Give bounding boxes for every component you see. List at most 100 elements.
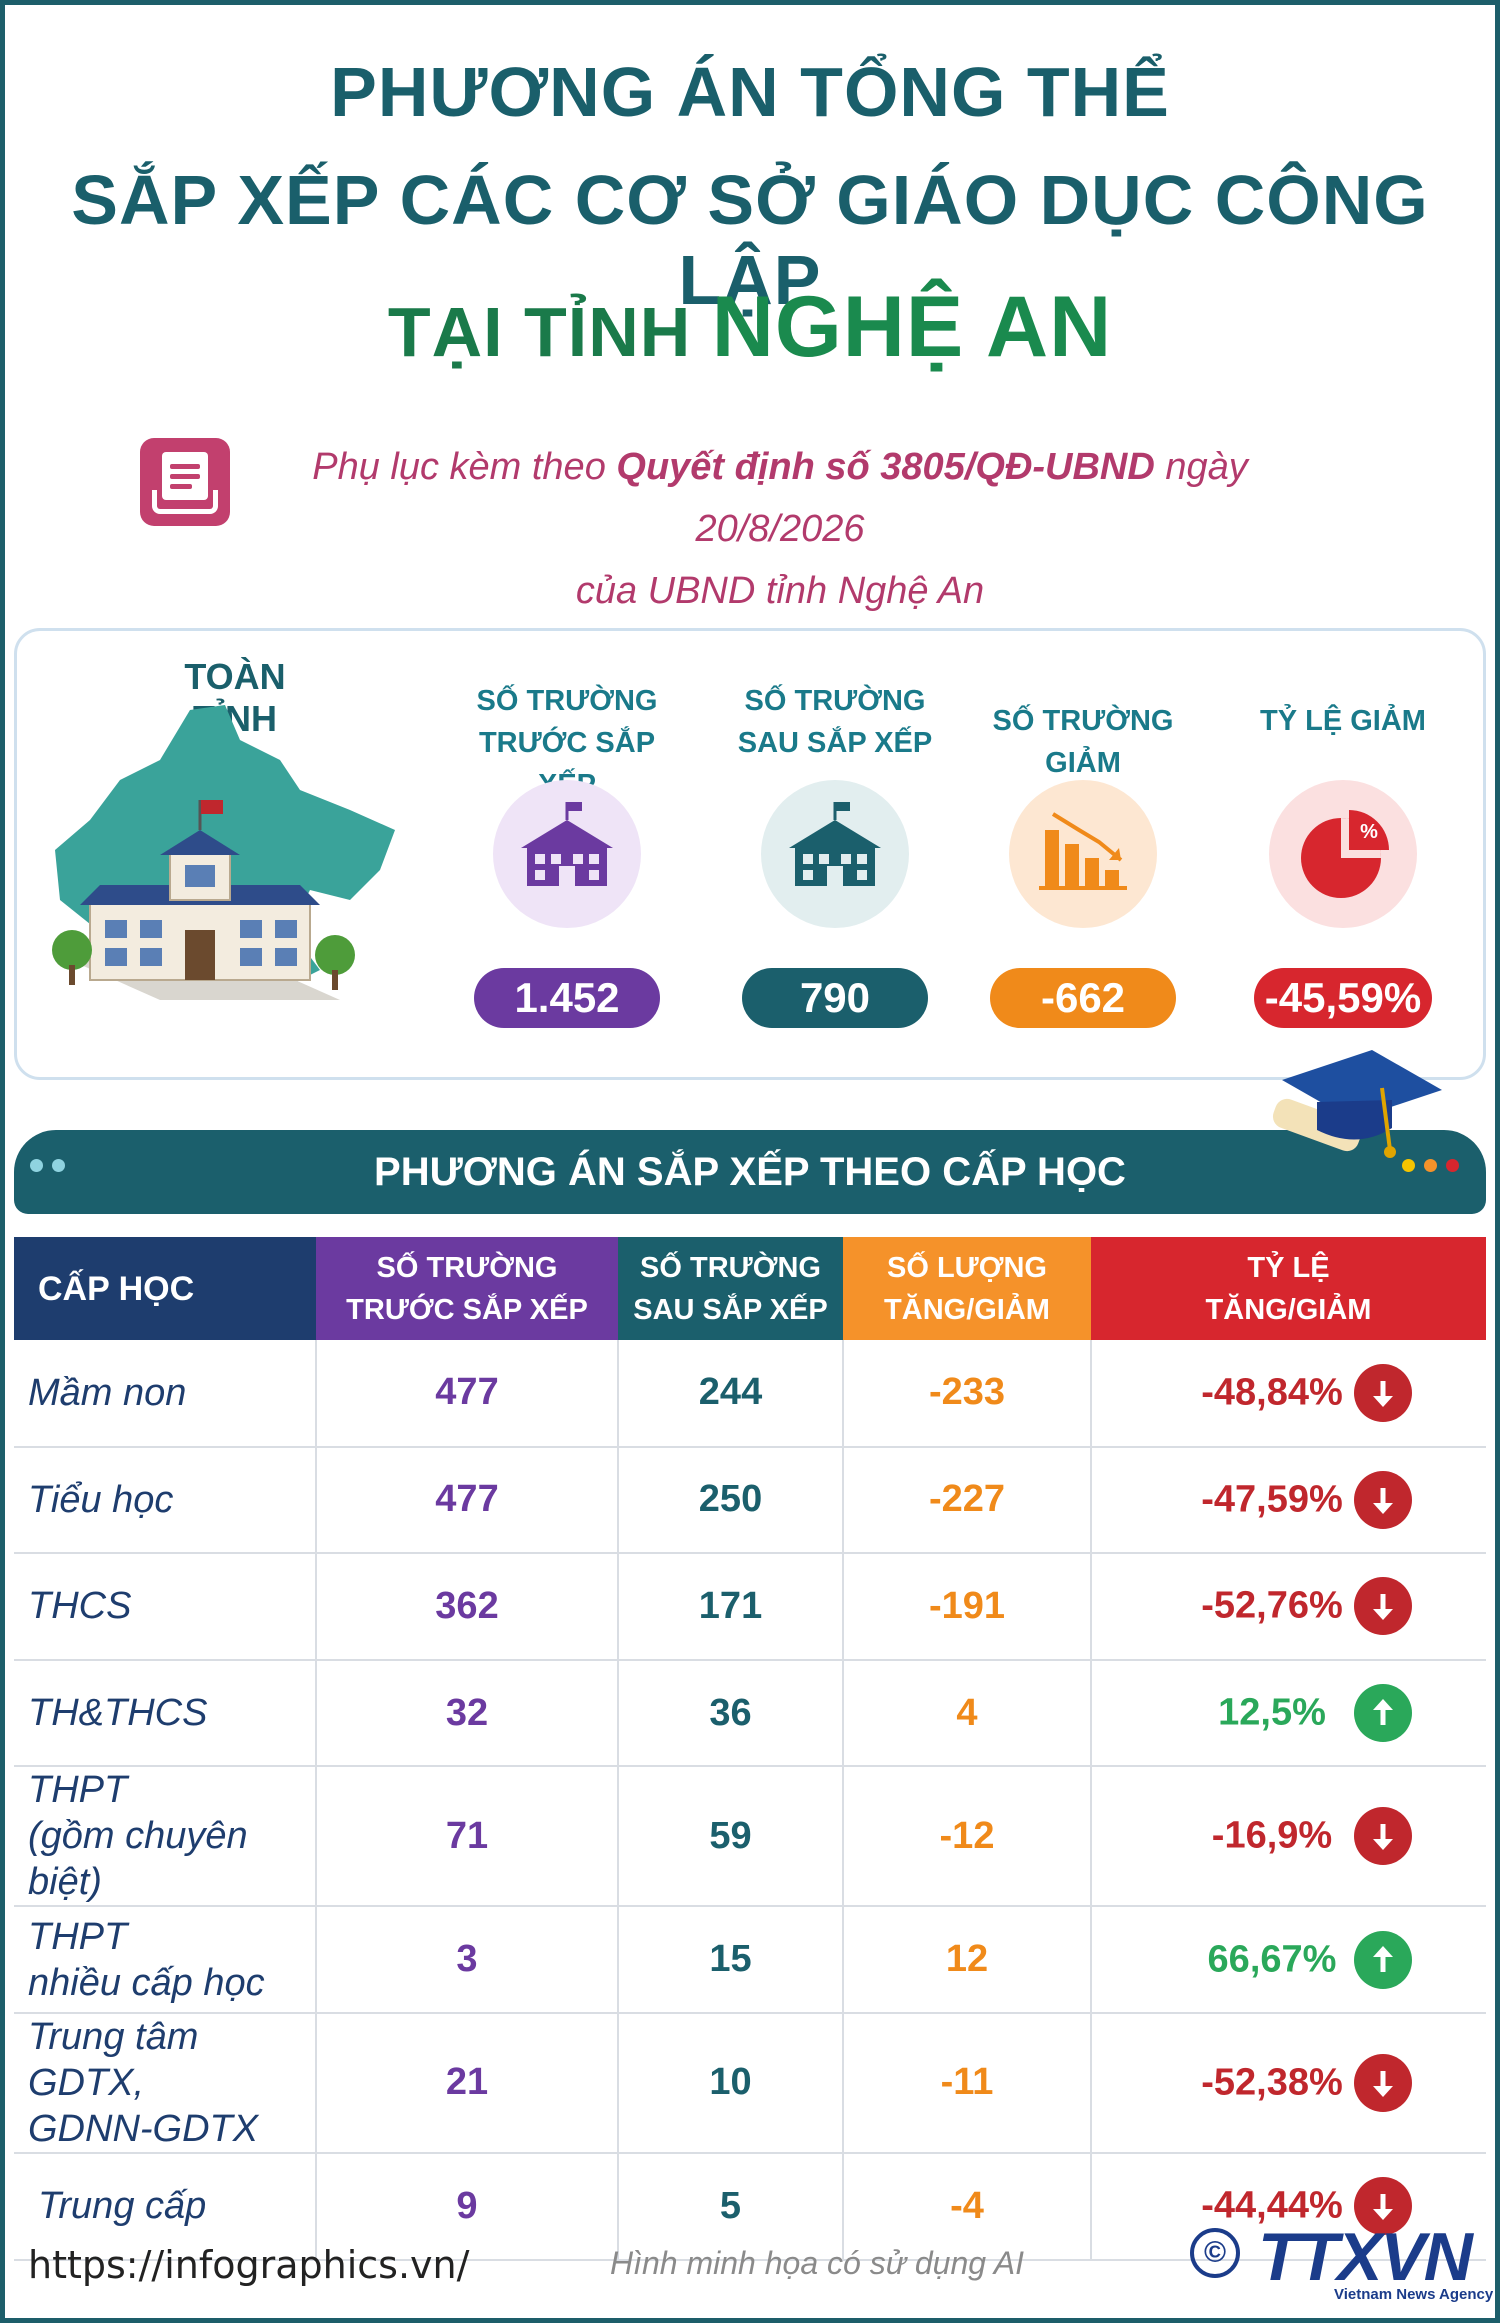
arrow-up-icon [1354,1930,1412,1989]
row-before: 477 [316,1446,619,1555]
row-after: 250 [618,1446,844,1555]
row-before: 21 [316,2012,619,2154]
row-level-name: Trung cấp [14,2152,317,2261]
stat-rate-label: TỶ LỆ GIẢM [1260,705,1426,737]
row-delta: -12 [843,1766,1092,1908]
row-after: 244 [618,1340,844,1448]
table-row: Tiểu học 477 250 -227 -47,59% [14,1446,1486,1555]
stat-reduction-label: SỐ TRƯỜNG GIẢM [992,705,1174,779]
row-rate: 12,5% [1091,1659,1486,1768]
row-delta: 4 [843,1659,1092,1768]
footer-ai-note: Hình minh họa có sử dụng AI [610,2245,1024,2281]
subtitle-date: ngày 20/8/2026 [695,446,1248,550]
row-delta: -191 [843,1553,1092,1661]
row-level-name: THCS [14,1553,317,1661]
document-icon [140,438,230,526]
row-before: 362 [316,1553,619,1661]
subtitle: Phụ lục kèm theo Quyết định số 3805/QĐ-U… [230,436,1330,622]
header-delta: SỐ LƯỢNG TĂNG/GIẢM [843,1237,1091,1340]
stat-rate: TỶ LỆ GIẢM % -45,59% [1228,680,1458,1028]
decor-dot [1402,1159,1415,1172]
stat-before-value: 1.452 [474,968,660,1028]
school-icon [493,780,641,928]
province-map-illustration [50,700,400,1040]
stat-rate-value: -45,59% [1254,968,1432,1028]
copyright-icon: © [1190,2228,1240,2278]
subtitle-decision: Quyết định số 3805/QĐ-UBND [616,446,1155,488]
table-header-row: CẤP HỌC SỐ TRƯỜNG TRƯỚC SẮP XẾP SỐ TRƯỜNG… [14,1237,1486,1340]
row-delta: -233 [843,1340,1092,1448]
row-after: 5 [618,2152,844,2261]
row-rate: -48,84% [1091,1340,1486,1448]
stat-after-label: SỐ TRƯỜNG SAU SẮP XẾP [737,685,933,759]
row-level-name: Trung tâm GDTX, GDNN-GDTX [14,2012,317,2154]
ttxvn-logo: TTXVN [1258,2219,1473,2295]
rate-value: -44,44% [1201,2184,1343,2227]
stat-after-value: 790 [742,968,928,1028]
title-line-2: SẮP XẾP CÁC CƠ SỞ GIÁO DỤC CÔNG LẬP [71,161,1429,319]
row-after: 15 [618,1906,844,2014]
table-row: THPT nhiều cấp học 3 15 12 66,67% [14,1906,1486,2014]
title-prefix: TẠI TỈNH [387,293,692,371]
arrow-down-icon [1354,1470,1412,1529]
subtitle-line-2: của UBND tỉnh Nghệ An [575,570,985,612]
arrow-down-icon [1354,2177,1412,2236]
header-before: SỐ TRƯỜNG TRƯỚC SẮP XẾP [316,1237,618,1340]
row-delta: -227 [843,1446,1092,1555]
title-province: NGHỆ AN [711,279,1113,375]
row-after: 171 [618,1553,844,1661]
rate-value: -47,59% [1201,1478,1343,1521]
rate-value: -48,84% [1201,1371,1343,1414]
title-line-1: PHƯƠNG ÁN TỔNG THỂ [330,53,1170,131]
row-before: 477 [316,1340,619,1448]
row-level-name: THPT (gồm chuyên biệt) [14,1766,317,1908]
title-line-3: TẠI TỈNH NGHỆ AN [0,278,1500,377]
header-level: CẤP HỌC [14,1237,316,1340]
row-delta: 12 [843,1906,1092,2014]
row-rate: -16,9% [1091,1766,1486,1908]
stat-reduction: SỐ TRƯỜNG GIẢM -662 [968,680,1198,1028]
row-level-name: THPT nhiều cấp học [14,1906,317,2014]
row-before: 71 [316,1766,619,1908]
education-level-table: CẤP HỌC SỐ TRƯỜNG TRƯỚC SẮP XẾP SỐ TRƯỜNG… [14,1237,1486,2261]
svg-text:%: % [1360,821,1378,843]
row-after: 59 [618,1766,844,1908]
pie-percent-icon: % [1269,780,1417,928]
decor-dot [1424,1159,1437,1172]
arrow-down-icon [1354,1577,1412,1636]
section-header-bar [14,1130,1486,1214]
footer-url[interactable]: https://infographics.vn/ [28,2243,470,2287]
rate-value: -52,38% [1201,2061,1343,2104]
row-before: 32 [316,1659,619,1768]
bar-chart-down-icon [1009,780,1157,928]
row-rate: -47,59% [1091,1446,1486,1555]
table-row: Trung cấp 9 5 -4 -44,44% [14,2152,1486,2261]
arrow-up-icon [1354,1684,1412,1743]
row-rate: -52,76% [1091,1553,1486,1661]
ttxvn-logo-subtitle: Vietnam News Agency [1334,2286,1494,2303]
rate-value: -16,9% [1211,1814,1333,1857]
school-icon [761,780,909,928]
decor-dot [1446,1159,1459,1172]
header-after: SỐ TRƯỜNG SAU SẮP XẾP [618,1237,843,1340]
table-row: TH&THCS 32 36 4 12,5% [14,1659,1486,1768]
row-rate: -52,38% [1091,2012,1486,2154]
arrow-down-icon [1354,1807,1412,1866]
row-before: 3 [316,1906,619,2014]
rate-value: -52,76% [1201,1584,1343,1627]
table-row: Mầm non 477 244 -233 -48,84% [14,1340,1486,1448]
row-before: 9 [316,2152,619,2261]
table-row: Trung tâm GDTX, GDNN-GDTX 21 10 -11 -52,3… [14,2012,1486,2154]
rate-value: 66,67% [1207,1938,1337,1981]
row-delta: -4 [843,2152,1092,2261]
header-rate: TỶ LỆ TĂNG/GIẢM [1091,1237,1486,1340]
decor-dot [30,1159,43,1172]
arrow-down-icon [1354,2053,1412,2112]
row-level-name: Tiểu học [14,1446,317,1555]
decor-dot [52,1159,65,1172]
table-row: THPT (gồm chuyên biệt) 71 59 -12 -16,9% [14,1766,1486,1908]
row-after: 36 [618,1659,844,1768]
row-rate: 66,67% [1091,1906,1486,2014]
